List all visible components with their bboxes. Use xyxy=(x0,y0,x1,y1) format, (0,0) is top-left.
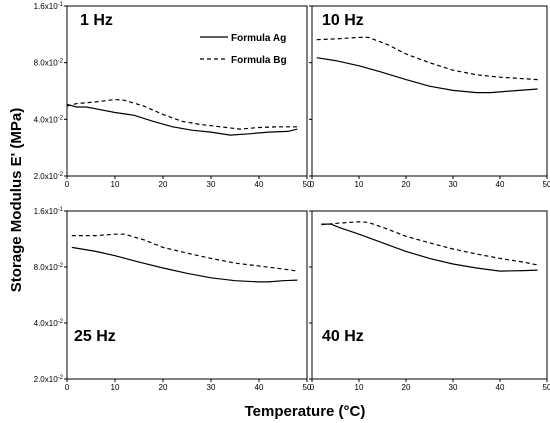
series-line-formula-ag xyxy=(66,103,298,136)
x-tick-label: 50 xyxy=(303,383,312,392)
series-line-formula-bg xyxy=(316,36,538,81)
x-tick-label: 30 xyxy=(449,383,458,392)
legend-label: Formula Ag xyxy=(231,33,286,44)
x-tick-label: 10 xyxy=(355,180,364,189)
x-tick-label: 10 xyxy=(111,383,120,392)
panel-40-hz: 0 10 20 30 40 50 40 Hz xyxy=(309,210,550,392)
x-tick-label: 30 xyxy=(207,383,216,392)
panel-frame xyxy=(311,5,548,177)
panel-1-hz: 0 10 20 30 40 50 2.0x10-2 4.0x10-2 8.0x10-2 1.6x1… xyxy=(34,2,312,189)
x-tick-label: 30 xyxy=(207,180,216,189)
y-tick-label: 4.0x10-2 xyxy=(34,115,64,124)
x-tick-label: 50 xyxy=(543,180,550,189)
y-axis-title: Storage Modulus E' (MPa) xyxy=(8,108,25,292)
x-tick-label: 0 xyxy=(310,383,315,392)
x-tick-label: 50 xyxy=(543,383,550,392)
x-tick-label: 10 xyxy=(355,383,364,392)
x-tick-label: 20 xyxy=(159,180,168,189)
panel-title: 10 Hz xyxy=(322,12,364,29)
y-tick-label: 1.6x10-1 xyxy=(34,207,64,216)
x-tick-label: 40 xyxy=(255,180,264,189)
series-line-formula-bg xyxy=(66,98,298,130)
series-line-formula-bg xyxy=(71,233,298,272)
x-tick-label: 20 xyxy=(402,383,411,392)
y-tick-label: 8.0x10-2 xyxy=(34,59,64,68)
x-tick-label: 20 xyxy=(402,180,411,189)
series-line-formula-ag xyxy=(316,57,538,94)
x-tick-label: 40 xyxy=(255,383,264,392)
x-tick-label: 20 xyxy=(159,383,168,392)
panel-title: 25 Hz xyxy=(74,328,116,345)
x-tick-label: 40 xyxy=(496,383,505,392)
panel-25-hz: 0 10 20 30 40 50 2.0x10-2 4.0x10-2 8.0x10-2 1.6x1… xyxy=(34,207,312,392)
y-tick-label: 4.0x10-2 xyxy=(34,319,64,328)
legend-label: Formula Bg xyxy=(231,55,287,66)
panel-frame xyxy=(66,210,308,380)
x-tick-label: 50 xyxy=(303,180,312,189)
x-axis-title: Temperature (°C) xyxy=(245,403,366,420)
panel-frame xyxy=(311,210,548,380)
legend: Formula Ag Formula Bg xyxy=(200,33,287,66)
series-line-formula-bg xyxy=(321,221,538,266)
y-tick-label: 2.0x10-2 xyxy=(34,172,64,181)
y-tick-label: 8.0x10-2 xyxy=(34,263,64,272)
series-line-formula-ag xyxy=(71,246,298,283)
y-tick-label: 2.0x10-2 xyxy=(34,375,64,384)
series-line-formula-ag xyxy=(321,223,538,272)
x-tick-label: 0 xyxy=(65,383,70,392)
panel-title: 40 Hz xyxy=(322,328,364,345)
x-tick-label: 0 xyxy=(310,180,315,189)
panel-frame xyxy=(66,5,308,177)
x-tick-label: 10 xyxy=(111,180,120,189)
x-tick-label: 0 xyxy=(65,180,70,189)
panel-10-hz: 0 10 20 30 40 50 10 Hz xyxy=(309,5,550,189)
x-tick-label: 30 xyxy=(449,180,458,189)
y-tick-label: 1.6x10-1 xyxy=(34,2,64,11)
panel-title: 1 Hz xyxy=(80,12,113,29)
x-tick-label: 40 xyxy=(496,180,505,189)
